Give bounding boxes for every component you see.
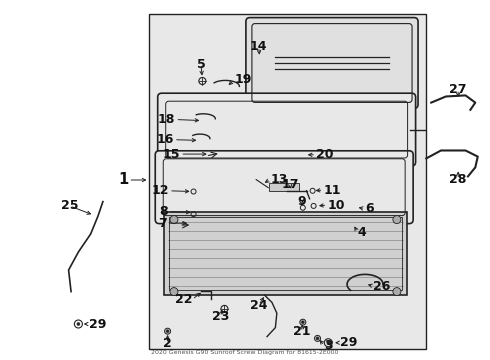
Circle shape <box>393 216 401 224</box>
Text: 8: 8 <box>159 205 168 218</box>
Text: 7: 7 <box>158 217 167 230</box>
FancyBboxPatch shape <box>155 151 413 224</box>
Text: 2020 Genesis G90 Sunroof Screw Diagram for 81615-2E000: 2020 Genesis G90 Sunroof Screw Diagram f… <box>151 350 339 355</box>
Text: 3: 3 <box>324 339 333 352</box>
Text: 23: 23 <box>212 310 229 323</box>
Text: 1: 1 <box>118 172 128 188</box>
Bar <box>164 212 407 295</box>
Circle shape <box>170 216 178 224</box>
Text: 9: 9 <box>297 195 306 208</box>
Text: 11: 11 <box>323 184 341 197</box>
Text: 27: 27 <box>449 83 467 96</box>
Circle shape <box>316 337 319 340</box>
Text: 16: 16 <box>157 133 174 146</box>
Circle shape <box>315 336 320 341</box>
Circle shape <box>300 319 306 325</box>
Text: 17: 17 <box>281 178 299 191</box>
Circle shape <box>77 323 80 325</box>
Text: 25: 25 <box>61 199 78 212</box>
Circle shape <box>166 330 169 333</box>
Circle shape <box>301 321 304 324</box>
Text: 21: 21 <box>293 325 310 338</box>
Text: 13: 13 <box>270 173 288 186</box>
Text: 19: 19 <box>234 73 251 86</box>
Text: 14: 14 <box>250 40 268 53</box>
Text: 4: 4 <box>358 226 367 239</box>
Text: 24: 24 <box>250 299 268 312</box>
FancyBboxPatch shape <box>246 18 418 108</box>
Text: 6: 6 <box>365 202 374 215</box>
Text: 22: 22 <box>174 293 192 306</box>
Circle shape <box>393 288 401 296</box>
Text: 29: 29 <box>89 318 106 330</box>
Text: 28: 28 <box>449 173 467 186</box>
Bar <box>269 183 299 191</box>
Text: 29: 29 <box>340 336 357 349</box>
Circle shape <box>327 341 330 344</box>
Text: 15: 15 <box>163 148 180 161</box>
Text: 20: 20 <box>316 148 334 161</box>
Circle shape <box>170 288 178 296</box>
Text: 2: 2 <box>163 337 172 350</box>
Circle shape <box>165 328 171 334</box>
Bar <box>169 217 402 290</box>
Text: 10: 10 <box>327 199 345 212</box>
Text: 26: 26 <box>373 280 391 293</box>
Text: 18: 18 <box>158 113 175 126</box>
FancyBboxPatch shape <box>158 93 416 166</box>
Bar <box>149 14 426 349</box>
Text: 5: 5 <box>196 58 205 71</box>
Text: 12: 12 <box>151 184 169 197</box>
